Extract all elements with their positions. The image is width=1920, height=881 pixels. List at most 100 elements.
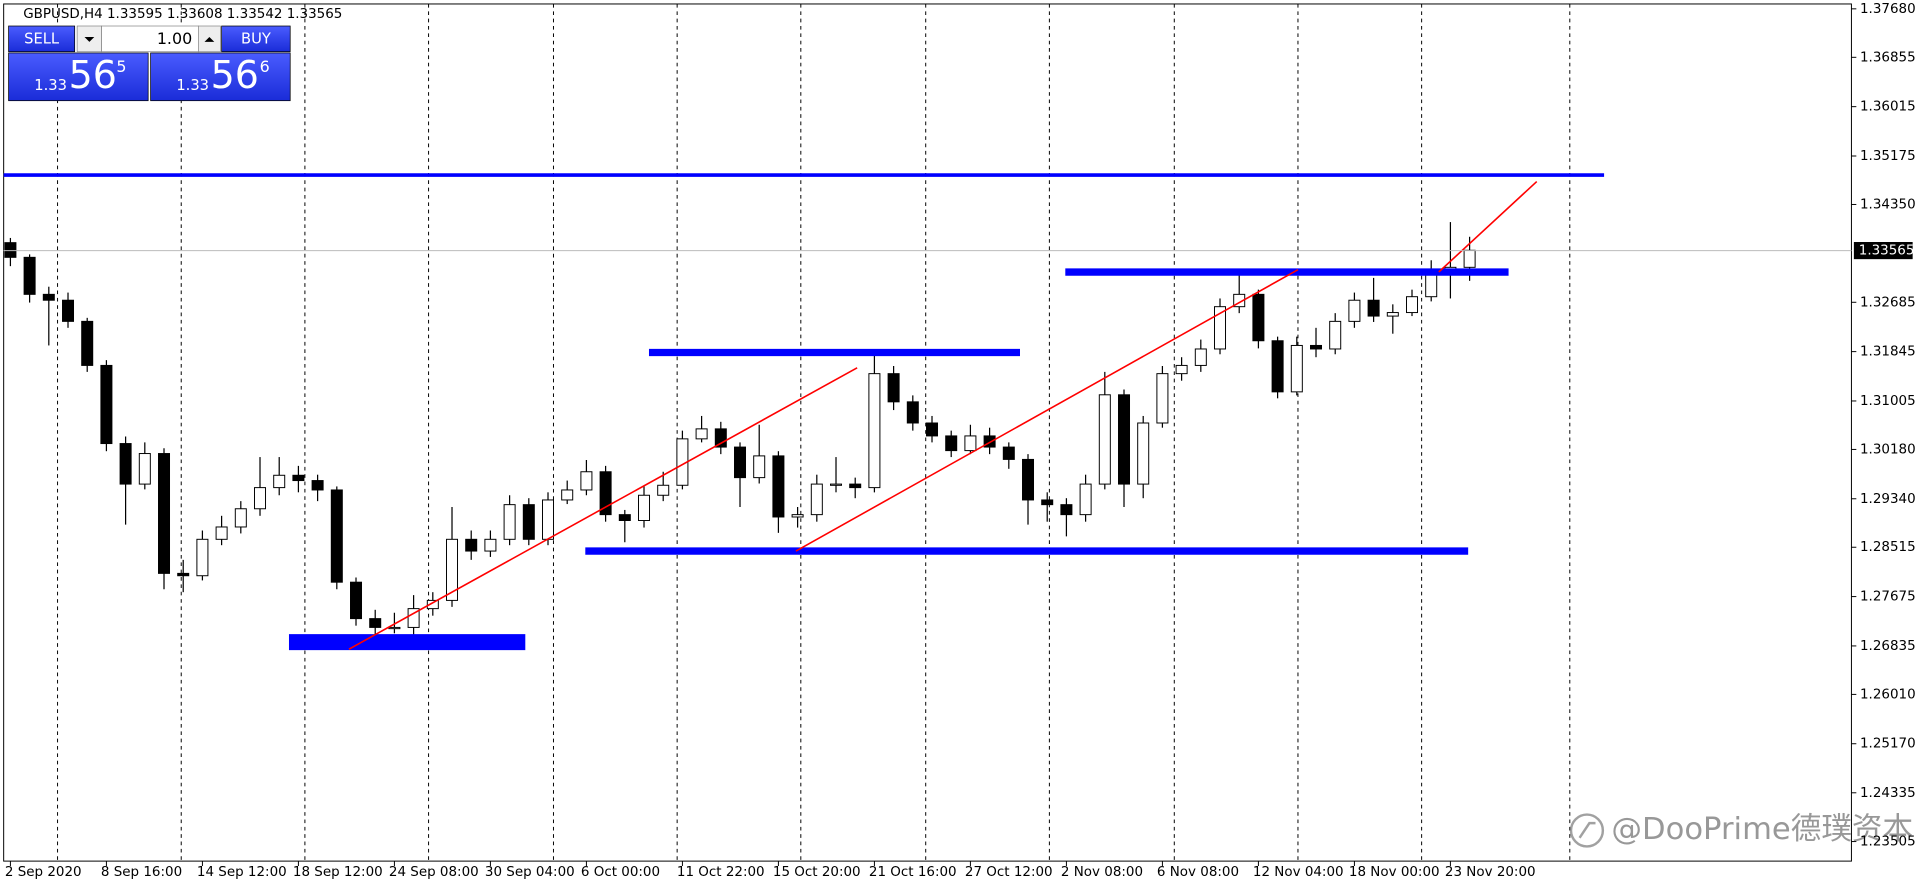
chart-title: GBPUSD,H4 1.33595 1.33608 1.33542 1.3356… xyxy=(23,7,342,22)
watermark-logo xyxy=(1569,813,1605,848)
candle-body xyxy=(4,242,17,258)
buy-button[interactable] xyxy=(221,25,291,53)
candle-body xyxy=(100,364,113,445)
candle-body xyxy=(1329,320,1342,350)
x-tick-label: 2 Nov 08:00 xyxy=(1061,865,1143,880)
bid-pips: 56 xyxy=(69,53,117,97)
candle-body xyxy=(484,538,497,552)
ask-big: 1.33 xyxy=(176,77,209,94)
candle-body xyxy=(426,599,439,610)
x-tick-label: 6 Oct 00:00 xyxy=(581,865,660,880)
candle-body xyxy=(350,581,363,620)
sell-label: SELL xyxy=(24,30,60,47)
candle-body xyxy=(119,443,132,485)
grid xyxy=(57,3,1571,862)
candle-body xyxy=(1271,340,1284,393)
y-tick-label: 1.23505 xyxy=(1860,835,1916,850)
candle-body xyxy=(1425,271,1438,298)
candle-body xyxy=(1098,394,1111,485)
plot-layer xyxy=(3,8,1857,867)
y-tick-label: 1.25170 xyxy=(1860,737,1916,752)
candle-body xyxy=(926,422,939,437)
candle-body xyxy=(1310,344,1323,350)
candle-body xyxy=(330,489,343,583)
sell-button[interactable] xyxy=(8,25,76,53)
candle-body xyxy=(964,435,977,452)
candle-body xyxy=(1002,446,1015,460)
x-tick-label: 24 Sep 08:00 xyxy=(389,865,479,880)
ask-pips: 56 xyxy=(211,53,259,97)
candle-body xyxy=(1214,306,1227,350)
candle-body xyxy=(1252,293,1265,342)
trend-line xyxy=(1438,180,1538,273)
x-tick-label: 2 Sep 2020 xyxy=(5,865,82,880)
candle-body xyxy=(1194,348,1207,366)
x-tick-label: 14 Sep 12:00 xyxy=(197,865,287,880)
x-tick-label: 18 Sep 12:00 xyxy=(293,865,383,880)
y-tick-label: 1.36855 xyxy=(1860,50,1916,65)
trade-panel: SELL 1.00 BUY 1.33 56 5 1.33 56 6 xyxy=(8,25,291,102)
candle-body xyxy=(1386,312,1399,317)
y-tick-label: 1.28515 xyxy=(1860,540,1916,555)
candle-body xyxy=(599,471,612,516)
candle-body xyxy=(388,626,401,630)
x-tick-label: 27 Oct 12:00 xyxy=(965,865,1053,880)
y-tick-label: 1.26010 xyxy=(1860,687,1916,702)
y-tick-label: 1.32685 xyxy=(1860,295,1916,310)
x-tick-label: 30 Sep 04:00 xyxy=(485,865,575,880)
y-tick-label: 1.34350 xyxy=(1860,197,1916,212)
candle-body xyxy=(1290,344,1303,393)
candle-body xyxy=(906,401,919,424)
x-tick-label: 23 Nov 20:00 xyxy=(1445,865,1536,880)
candle-body xyxy=(503,504,516,540)
x-tick-label: 8 Sep 16:00 xyxy=(101,865,182,880)
x-tick-label: 15 Oct 20:00 xyxy=(773,865,861,880)
candle-body xyxy=(254,487,267,510)
candle-body xyxy=(215,526,228,540)
y-tick-label: 1.31005 xyxy=(1860,394,1916,409)
candle-body xyxy=(1041,499,1054,506)
candle-body xyxy=(810,483,823,516)
y-tick-label: 1.27675 xyxy=(1860,590,1916,605)
candle-body xyxy=(1367,299,1380,317)
trend-line xyxy=(348,367,858,650)
candle-body xyxy=(311,480,324,491)
bid-point: 5 xyxy=(116,57,126,76)
candle-body xyxy=(81,320,94,366)
arrow-up xyxy=(204,37,215,42)
candle-body xyxy=(234,508,247,528)
candle-body xyxy=(369,618,382,628)
candle-body xyxy=(695,428,708,440)
x-tick-label: 6 Nov 08:00 xyxy=(1157,865,1239,880)
ask-point: 6 xyxy=(260,57,270,76)
candle-body xyxy=(1060,504,1073,516)
buy-label: BUY xyxy=(241,30,271,47)
candle-body xyxy=(177,572,190,577)
bid-box[interactable] xyxy=(8,52,149,102)
lot-input[interactable] xyxy=(101,25,199,53)
y-tick-label: 1.36015 xyxy=(1860,100,1916,115)
y-tick-label: 1.26835 xyxy=(1860,639,1916,654)
watermark-logo-mark xyxy=(1578,821,1596,839)
candle-body xyxy=(830,483,843,486)
trend-line xyxy=(795,268,1299,552)
candle-body xyxy=(1079,483,1092,516)
candle-body xyxy=(1156,373,1169,424)
x-tick-label: 12 Nov 04:00 xyxy=(1253,865,1344,880)
y-tick-label: 1.31845 xyxy=(1860,345,1916,360)
candle-body xyxy=(887,373,900,403)
ask-box[interactable] xyxy=(150,52,291,102)
y-tick-label: 1.37680 xyxy=(1860,2,1916,17)
candle-body xyxy=(1022,458,1035,501)
candle-body xyxy=(62,299,75,322)
candle-body xyxy=(158,453,171,574)
candle-body xyxy=(542,499,555,540)
arrow-down xyxy=(84,37,95,42)
candle-body xyxy=(42,293,55,301)
candle-body xyxy=(791,514,804,518)
candle-body xyxy=(522,504,535,540)
y-tick-label: 1.29340 xyxy=(1860,492,1916,507)
candle-body xyxy=(849,483,862,489)
candle-body xyxy=(23,256,36,295)
lot-value: 1.00 xyxy=(157,29,192,48)
